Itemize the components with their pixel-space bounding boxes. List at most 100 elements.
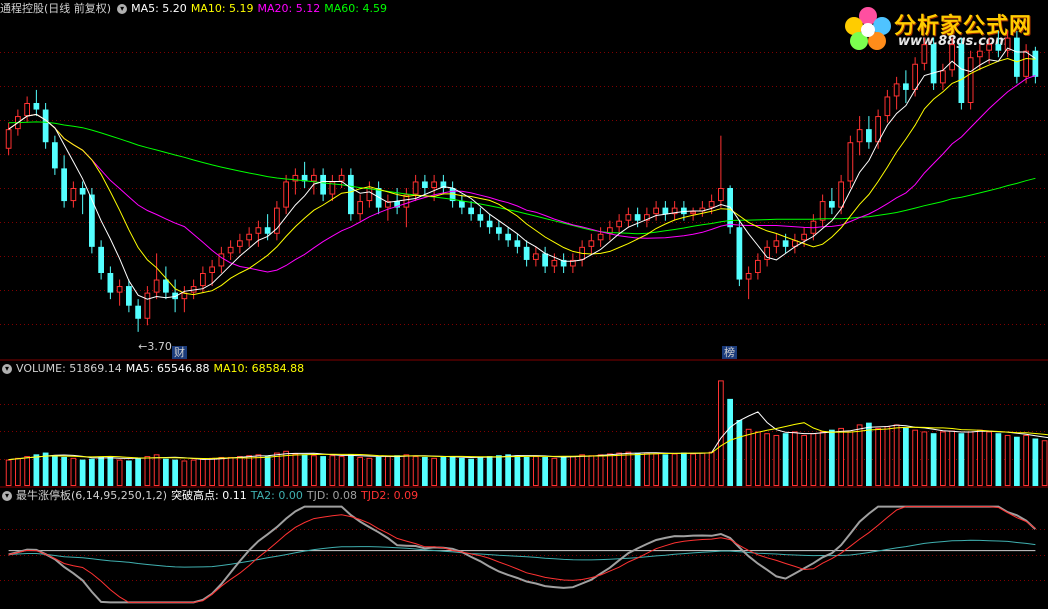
candle-body: [662, 207, 669, 215]
event-marker-bang[interactable]: 榜: [722, 346, 737, 359]
volume-bar: [644, 452, 650, 486]
candle-body: [958, 44, 965, 103]
volume-bar: [311, 455, 317, 487]
candle-body: [301, 174, 308, 182]
volume-bar: [829, 429, 835, 486]
volume-bar: [181, 460, 188, 487]
volume-bar: [708, 451, 715, 486]
candle-body: [366, 188, 373, 202]
volume-bar: [1023, 434, 1029, 486]
candle-body: [357, 201, 363, 215]
tjd2-line: [8, 506, 1036, 603]
volume-bar: [597, 454, 604, 487]
candle-body: [764, 246, 770, 260]
candle-body: [320, 174, 326, 195]
candle-body: [42, 109, 49, 143]
candle-body: [144, 292, 151, 319]
volume-bar: [292, 453, 299, 487]
volume-bar: [856, 424, 863, 486]
candle-body: [523, 246, 530, 260]
volume-bar: [320, 456, 326, 486]
volume-bar: [200, 458, 206, 487]
candle-body: [551, 259, 558, 267]
volume-ma10-line: [8, 422, 1048, 461]
volume-bar: [274, 452, 280, 486]
volume-bar: [838, 427, 844, 487]
chevron-down-icon[interactable]: ▾: [2, 364, 12, 374]
volume-bar: [338, 456, 345, 486]
volume-bar: [607, 453, 613, 487]
volume-bar: [394, 455, 400, 486]
volume-bar: [764, 433, 770, 487]
ma60-line: [8, 121, 1036, 235]
candle-body: [172, 292, 178, 300]
volume-bar: [782, 433, 789, 486]
volume-bar: [172, 459, 178, 486]
volume-bar: [301, 454, 308, 486]
volume-bar: [477, 456, 484, 486]
volume-bar: [718, 380, 724, 486]
candle-body: [986, 44, 992, 51]
volume-bar: [283, 450, 289, 486]
chevron-down-icon[interactable]: ▾: [2, 491, 12, 501]
candle-body: [607, 227, 613, 234]
volume-bar: [190, 459, 197, 487]
candle-body: [385, 201, 391, 208]
candle-body: [977, 50, 983, 58]
candle-body: [338, 174, 345, 182]
candle-body: [246, 233, 252, 241]
indicator-lines: [8, 505, 1037, 604]
chevron-down-icon[interactable]: ▾: [117, 4, 128, 14]
candle-body: [98, 246, 104, 273]
candle-body: [33, 103, 40, 110]
candle-body: [255, 227, 262, 234]
volume-bar: [634, 453, 641, 486]
candle-body: [856, 129, 863, 143]
candle-body: [403, 194, 410, 208]
candle-body: [903, 83, 909, 90]
candle-body: [921, 44, 928, 64]
volume-bar: [745, 428, 752, 486]
candle-body: [292, 174, 299, 182]
volume-bar: [912, 429, 918, 486]
volume-bar: [144, 456, 151, 486]
candle-body: [237, 240, 243, 247]
volume-bar: [940, 431, 946, 487]
candle-body: [847, 142, 854, 182]
tupo-label: 突破高点: 0.11: [171, 489, 247, 502]
volume-bar: [884, 426, 891, 487]
candle-body: [1032, 50, 1039, 77]
volume-bar: [560, 456, 567, 486]
candle-body: [736, 227, 743, 280]
candle-body: [412, 181, 419, 195]
candle-body: [533, 253, 539, 260]
candle-body: [884, 96, 891, 117]
candlesticks: [5, 31, 1039, 332]
low-price-label: ←3.70: [138, 339, 172, 353]
candle-body: [218, 253, 225, 267]
candle-body: [560, 259, 567, 267]
volume-bar: [579, 454, 585, 487]
volume-bar: [505, 454, 511, 486]
candle-body: [542, 253, 548, 267]
volume-bar: [357, 456, 363, 486]
volume-bar: [986, 431, 992, 487]
candle-body: [135, 305, 141, 319]
candle-body: [52, 142, 58, 169]
volume-bar: [727, 398, 733, 486]
volume-bar: [246, 455, 252, 487]
candle-body: [949, 44, 955, 71]
candle-body: [1023, 50, 1029, 77]
candle-body: [394, 201, 400, 208]
ma20-label: MA20: 5.12: [257, 2, 321, 15]
candle-body: [866, 129, 872, 143]
event-marker-cai[interactable]: 财: [172, 346, 187, 359]
volume-bar: [1004, 434, 1011, 486]
ma20-line: [8, 75, 1036, 273]
candle-body: [505, 233, 511, 241]
ma60-label: MA60: 4.59: [324, 2, 387, 15]
volume-bar: [671, 453, 678, 487]
candle-body: [625, 214, 632, 221]
volume-bar: [89, 458, 95, 486]
